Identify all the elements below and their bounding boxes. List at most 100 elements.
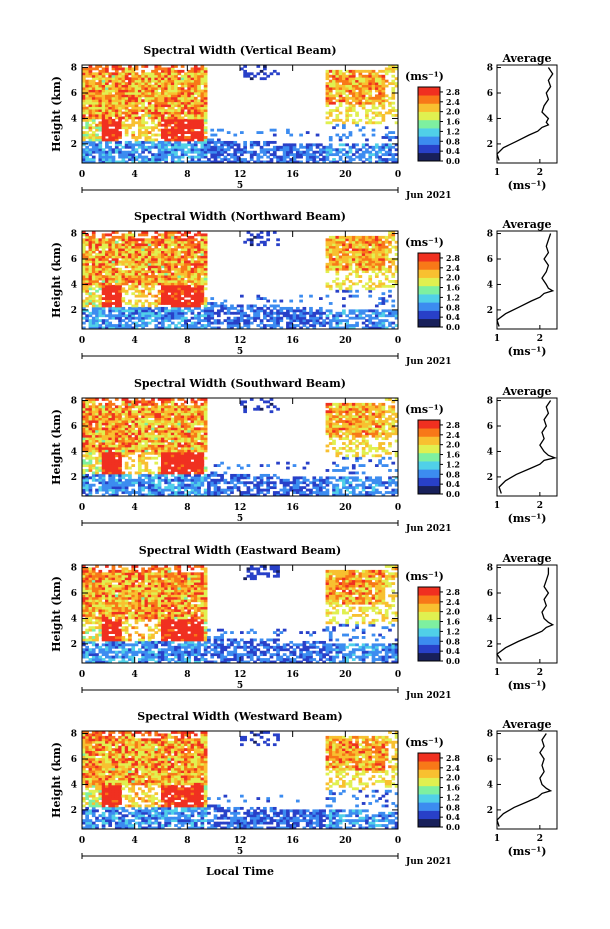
heatmap-cell <box>394 65 399 68</box>
heatmap-cell <box>157 449 162 453</box>
heatmap-cell <box>180 297 185 300</box>
heatmap-cell <box>108 412 113 416</box>
heatmap-cell <box>82 67 86 71</box>
heatmap-cell <box>355 248 359 251</box>
heatmap-cell <box>161 109 165 112</box>
heatmap-cell <box>286 160 290 164</box>
heatmap-cell <box>124 133 129 137</box>
heatmap-cell <box>381 292 386 296</box>
heatmap-cell <box>98 415 103 418</box>
heatmap-cell <box>282 153 287 157</box>
heatmap-cell <box>108 153 113 157</box>
heatmap-cell <box>164 231 168 234</box>
heatmap-cell <box>233 158 238 161</box>
heatmap-cell <box>101 153 106 157</box>
heatmap-cell <box>144 432 149 436</box>
heatmap-cell <box>384 240 389 244</box>
heatmap-cell <box>220 304 224 308</box>
heatmap-cell <box>161 136 165 139</box>
heatmap-cell <box>263 297 267 300</box>
heatmap-cell <box>121 481 126 485</box>
heatmap-cell <box>88 321 93 325</box>
heatmap-cell <box>91 294 96 298</box>
heatmap-cell <box>151 253 155 256</box>
heatmap-cell <box>124 257 129 261</box>
colorbar-tick-label: 0.4 <box>446 146 460 156</box>
heatmap-cell <box>88 235 93 239</box>
heatmap-cell <box>147 91 152 95</box>
heatmap-cell <box>82 473 86 477</box>
heatmap-cell <box>137 133 142 137</box>
x-tick-label: 12 <box>234 336 247 346</box>
avg-y-tick-label: 8 <box>487 230 493 240</box>
heatmap-cell <box>144 434 149 438</box>
heatmap-cell <box>108 306 113 310</box>
heatmap-cell <box>203 138 208 142</box>
heatmap-cell <box>147 432 152 436</box>
heatmap-cell <box>85 136 89 139</box>
heatmap-cell <box>98 250 103 254</box>
heatmap-cell <box>124 488 129 492</box>
heatmap-cell <box>177 282 182 286</box>
heatmap-cell <box>151 478 155 482</box>
heatmap-cell <box>256 65 261 68</box>
heatmap-cell <box>124 255 129 259</box>
heatmap-cell <box>91 471 96 475</box>
heatmap-cell <box>345 69 350 73</box>
heatmap-cell <box>328 74 333 78</box>
heatmap-cell <box>85 439 89 443</box>
heatmap-cell <box>233 150 238 154</box>
heatmap-cell <box>170 126 175 130</box>
heatmap-cell <box>124 292 129 296</box>
heatmap-cell <box>128 405 132 409</box>
heatmap-cell <box>167 319 172 323</box>
heatmap-cell <box>381 82 386 85</box>
heatmap-cell <box>161 478 165 482</box>
heatmap-cell <box>151 114 155 117</box>
heatmap-cell <box>170 143 175 147</box>
heatmap-cell <box>157 91 162 95</box>
heatmap-cell <box>335 123 340 127</box>
heatmap-cell <box>101 265 106 269</box>
heatmap-cell <box>154 456 159 460</box>
heatmap-cell <box>91 476 96 480</box>
heatmap-cell <box>368 82 373 85</box>
heatmap-cell <box>157 407 162 411</box>
heatmap-cell <box>137 250 142 254</box>
heatmap-cell <box>114 287 119 291</box>
heatmap-cell <box>95 87 99 90</box>
heatmap-cell <box>193 233 198 237</box>
heatmap-cell <box>134 72 139 76</box>
heatmap-cell <box>111 104 116 108</box>
heatmap-cell <box>351 248 356 251</box>
heatmap-cell <box>184 270 188 274</box>
heatmap-cell <box>256 297 261 300</box>
heatmap-cell <box>295 150 300 154</box>
heatmap-cell <box>128 79 132 83</box>
heatmap-cell <box>98 402 103 406</box>
heatmap-cell <box>365 309 369 313</box>
heatmap-cell <box>187 289 192 293</box>
heatmap-cell <box>124 94 129 98</box>
heatmap-cell <box>374 321 379 325</box>
heatmap-cell <box>88 99 93 103</box>
heatmap-cell <box>124 87 129 90</box>
heatmap-cell <box>134 262 139 266</box>
heatmap-cell <box>161 493 165 497</box>
heatmap-cell <box>114 437 119 441</box>
heatmap-cell <box>111 231 116 234</box>
heatmap-cell <box>114 245 119 249</box>
heatmap-cell <box>328 69 333 73</box>
heatmap-cell <box>128 91 132 95</box>
heatmap-cell <box>85 243 89 247</box>
heatmap-cell <box>95 123 99 127</box>
heatmap-cell <box>91 439 96 443</box>
heatmap-cell <box>147 321 152 325</box>
heatmap-cell <box>266 140 271 144</box>
heatmap-cell <box>378 243 382 247</box>
heatmap-cell <box>121 311 126 315</box>
heatmap-cell <box>378 77 382 81</box>
heatmap-cell <box>88 282 93 286</box>
heatmap-cell <box>105 277 109 281</box>
heatmap-cell <box>187 150 192 154</box>
